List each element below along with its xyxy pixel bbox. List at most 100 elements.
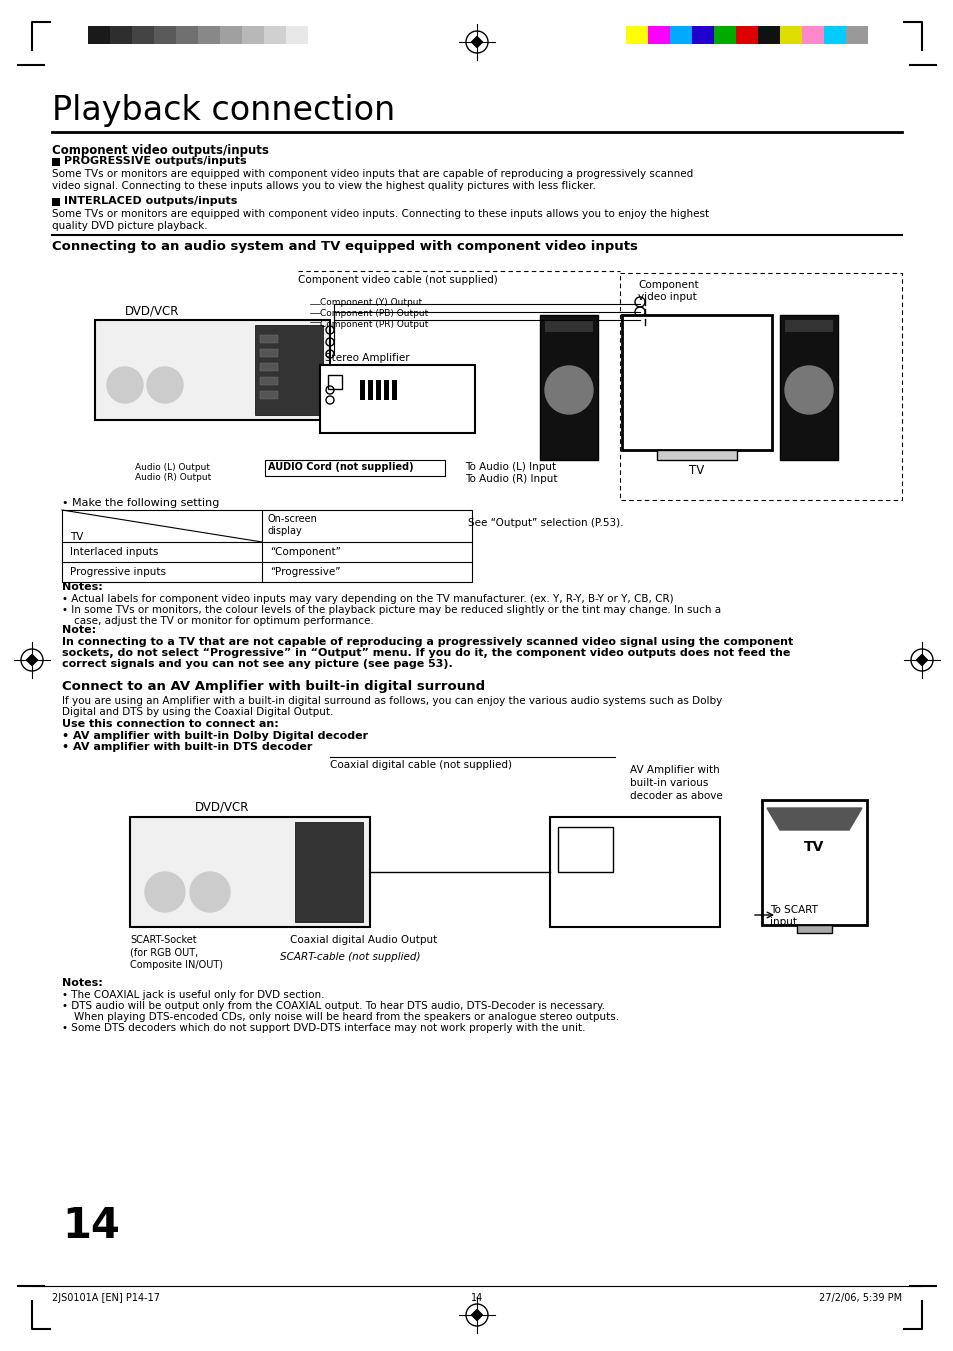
- Circle shape: [424, 413, 436, 426]
- Bar: [691, 26, 713, 45]
- Text: • The COAXIAL jack is useful only for DVD section.: • The COAXIAL jack is useful only for DV…: [62, 990, 324, 1000]
- Bar: [110, 26, 132, 45]
- Text: See “Output” selection (P.53).: See “Output” selection (P.53).: [468, 517, 623, 528]
- Text: Some TVs or monitors are equipped with component video inputs that are capable o: Some TVs or monitors are equipped with c…: [52, 169, 693, 178]
- Text: To Audio (L) Input: To Audio (L) Input: [464, 462, 556, 471]
- Text: On-screen
display: On-screen display: [268, 513, 317, 535]
- Text: Connecting to an audio system and TV equipped with component video inputs: Connecting to an audio system and TV equ…: [52, 240, 638, 253]
- Text: Stereo Amplifier: Stereo Amplifier: [325, 353, 409, 363]
- Bar: [328, 376, 341, 389]
- Bar: [761, 800, 866, 925]
- Text: Digital and DTS by using the Coaxial Digital Output.: Digital and DTS by using the Coaxial Dig…: [62, 707, 333, 717]
- Text: INTERLACED outputs/inputs: INTERLACED outputs/inputs: [64, 196, 237, 205]
- Text: case, adjust the TV or monitor for optimum performance.: case, adjust the TV or monitor for optim…: [74, 616, 374, 626]
- Bar: [544, 320, 593, 332]
- Bar: [308, 26, 330, 45]
- Circle shape: [334, 413, 346, 426]
- Circle shape: [639, 838, 669, 867]
- Text: Component (Y) Output: Component (Y) Output: [319, 299, 421, 307]
- Bar: [153, 26, 175, 45]
- Text: TV: TV: [803, 840, 823, 854]
- Bar: [95, 320, 330, 420]
- Text: quality DVD picture playback.: quality DVD picture playback.: [52, 222, 208, 231]
- Circle shape: [582, 902, 593, 912]
- Text: Connect to an AV Amplifier with built-in digital surround: Connect to an AV Amplifier with built-in…: [62, 680, 485, 693]
- Polygon shape: [471, 36, 482, 47]
- Text: Use this connection to connect an:: Use this connection to connect an:: [62, 719, 278, 730]
- Text: Playback connection: Playback connection: [52, 95, 395, 127]
- Text: To Audio (R) Input: To Audio (R) Input: [464, 474, 557, 484]
- Bar: [539, 315, 598, 459]
- Text: Component (PR) Output: Component (PR) Output: [319, 320, 428, 330]
- Bar: [780, 26, 801, 45]
- Circle shape: [440, 413, 453, 426]
- Text: correct signals and you can not see any picture (see page 53).: correct signals and you can not see any …: [62, 659, 453, 669]
- Bar: [780, 315, 837, 459]
- Bar: [669, 26, 691, 45]
- Text: Audio (R) Output: Audio (R) Output: [135, 473, 211, 482]
- Bar: [758, 26, 780, 45]
- Text: SCART-cable (not supplied): SCART-cable (not supplied): [280, 952, 420, 962]
- Text: “Progressive”: “Progressive”: [270, 567, 340, 577]
- Text: Coaxial digital Audio Output: Coaxial digital Audio Output: [290, 935, 436, 944]
- Bar: [713, 26, 735, 45]
- Text: 27/2/06, 5:39 PM: 27/2/06, 5:39 PM: [818, 1293, 901, 1302]
- Bar: [254, 326, 323, 415]
- Circle shape: [600, 902, 610, 912]
- Bar: [392, 380, 396, 400]
- Circle shape: [639, 902, 649, 912]
- Bar: [88, 26, 110, 45]
- Text: Interlaced inputs: Interlaced inputs: [70, 547, 158, 557]
- Text: When playing DTS-encoded CDs, only noise will be heard from the speakers or anal: When playing DTS-encoded CDs, only noise…: [74, 1012, 618, 1021]
- Text: PROGRESSIVE outputs/inputs: PROGRESSIVE outputs/inputs: [64, 155, 247, 166]
- Text: Audio (L) Output: Audio (L) Output: [135, 463, 210, 471]
- Bar: [260, 363, 277, 372]
- Text: SCART-Socket
(for RGB OUT,
Composite IN/OUT): SCART-Socket (for RGB OUT, Composite IN/…: [130, 935, 223, 970]
- Polygon shape: [766, 808, 862, 830]
- Circle shape: [107, 367, 143, 403]
- Bar: [286, 26, 308, 45]
- Circle shape: [147, 367, 183, 403]
- Text: Component video cable (not supplied): Component video cable (not supplied): [297, 276, 497, 285]
- Bar: [260, 335, 277, 343]
- Text: TV: TV: [689, 463, 704, 477]
- Bar: [796, 925, 831, 934]
- Text: • AV amplifier with built-in Dolby Digital decoder: • AV amplifier with built-in Dolby Digit…: [62, 731, 368, 740]
- Text: If you are using an Amplifier with a built-in digital surround as follows, you c: If you are using an Amplifier with a bui…: [62, 696, 721, 707]
- Circle shape: [564, 902, 575, 912]
- Text: “Component”: “Component”: [270, 547, 340, 557]
- Bar: [625, 26, 647, 45]
- Circle shape: [417, 381, 441, 405]
- Text: Coaxial digital cable (not supplied): Coaxial digital cable (not supplied): [330, 761, 512, 770]
- Text: Component (PB) Output: Component (PB) Output: [319, 309, 428, 317]
- Text: Note:: Note:: [62, 626, 96, 635]
- Text: Some TVs or monitors are equipped with component video inputs. Connecting to the: Some TVs or monitors are equipped with c…: [52, 209, 708, 219]
- Circle shape: [409, 413, 420, 426]
- Polygon shape: [471, 1309, 482, 1320]
- Bar: [130, 817, 370, 927]
- Text: • Actual labels for component video inputs may vary depending on the TV manufact: • Actual labels for component video inpu…: [62, 594, 673, 604]
- Text: Notes:: Notes:: [62, 582, 103, 592]
- Text: In connecting to a TV that are not capable of reproducing a progressively scanne: In connecting to a TV that are not capab…: [62, 638, 792, 647]
- Polygon shape: [27, 654, 37, 666]
- Text: 14: 14: [471, 1293, 482, 1302]
- Circle shape: [658, 902, 667, 912]
- Text: video signal. Connecting to these inputs allows you to view the highest quality : video signal. Connecting to these inputs…: [52, 181, 596, 190]
- Text: AV Amplifier with
built-in various
decoder as above: AV Amplifier with built-in various decod…: [629, 765, 722, 801]
- Circle shape: [784, 366, 832, 413]
- Bar: [132, 26, 153, 45]
- Text: • DTS audio will be output only from the COAXIAL output. To hear DTS audio, DTS-: • DTS audio will be output only from the…: [62, 1001, 604, 1011]
- Text: • Make the following setting: • Make the following setting: [62, 499, 219, 508]
- Bar: [294, 821, 363, 921]
- Bar: [657, 450, 737, 459]
- Text: To SCART
input: To SCART input: [769, 905, 817, 927]
- Bar: [558, 827, 613, 871]
- Text: DVD/VCR: DVD/VCR: [194, 800, 249, 813]
- Bar: [319, 365, 475, 434]
- Text: • AV amplifier with built-in DTS decoder: • AV amplifier with built-in DTS decoder: [62, 742, 312, 753]
- Bar: [242, 26, 264, 45]
- Circle shape: [350, 413, 361, 426]
- Bar: [264, 26, 286, 45]
- Text: • In some TVs or monitors, the colour levels of the playback picture may be redu: • In some TVs or monitors, the colour le…: [62, 605, 720, 615]
- Text: sockets, do not select “Progressive” in “Output” menu. If you do it, the compone: sockets, do not select “Progressive” in …: [62, 648, 789, 658]
